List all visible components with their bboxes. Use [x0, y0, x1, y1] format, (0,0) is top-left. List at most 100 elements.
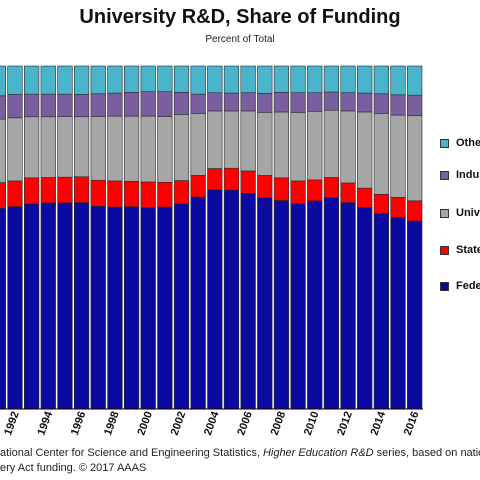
- bar-state-1997: [90, 179, 106, 207]
- source-part1: ational Center for Science and Engineeri…: [0, 447, 263, 459]
- bar-university-2007: [257, 112, 273, 176]
- bar-university-2002: [173, 114, 190, 181]
- bar-university-2009: [290, 112, 306, 182]
- bar-other-2008: [273, 65, 290, 93]
- legend-label-federal: Feder: [456, 280, 480, 292]
- bar-industry-2001: [157, 91, 173, 117]
- x-tick-label-1996: 1996: [69, 410, 89, 437]
- bar-other-2005: [223, 65, 240, 94]
- bar-other-2015: [390, 65, 406, 96]
- bar-federal-1991: [0, 208, 6, 410]
- bar-federal-1995: [57, 202, 73, 410]
- bar-industry-2012: [340, 92, 356, 112]
- bar-federal-2013: [357, 207, 373, 410]
- source-line-2: ery Act funding. © 2017 AAAS: [0, 462, 147, 474]
- bar-federal-2005: [223, 189, 240, 410]
- source-part2: series, based on national: [376, 447, 480, 459]
- bar-university-2016: [407, 115, 423, 202]
- x-tick-label-2002: 2002: [169, 410, 189, 437]
- bar-industry-2005: [223, 92, 240, 112]
- bar-university-2003: [190, 113, 206, 176]
- bar-industry-2006: [240, 92, 256, 112]
- bar-federal-2012: [340, 202, 356, 410]
- legend-swatch-state: [440, 245, 449, 255]
- bar-state-1998: [107, 180, 123, 208]
- bar-state-2008: [273, 177, 290, 201]
- bar-university-1995: [57, 116, 73, 178]
- bar-other-1996: [73, 65, 90, 95]
- x-tick-label-2000: 2000: [135, 410, 155, 437]
- chart-title: University R&D, Share of Funding: [79, 6, 401, 28]
- bar-industry-2013: [357, 92, 373, 113]
- bar-other-2007: [257, 65, 273, 94]
- bar-industry-2015: [390, 94, 406, 116]
- bar-university-1997: [90, 116, 106, 181]
- bar-state-2016: [407, 200, 423, 222]
- bar-industry-2016: [407, 94, 423, 117]
- bar-federal-2010: [307, 200, 323, 410]
- bar-other-1992: [7, 65, 23, 95]
- bar-university-2014: [373, 113, 389, 195]
- bar-university-1999: [123, 115, 140, 182]
- chart-subtitle: Percent of Total: [205, 34, 275, 45]
- bar-university-2010: [307, 110, 323, 181]
- bar-university-2008: [273, 111, 290, 179]
- bar-state-1995: [57, 176, 73, 204]
- bar-federal-2015: [390, 216, 406, 410]
- bar-federal-2000: [140, 207, 156, 410]
- bar-other-2002: [173, 65, 190, 93]
- bar-other-1997: [90, 65, 106, 95]
- bar-federal-1998: [107, 206, 123, 410]
- bar-other-2011: [323, 65, 340, 93]
- bar-state-2006: [240, 170, 256, 194]
- bar-industry-2002: [173, 92, 190, 115]
- bar-state-2015: [390, 197, 406, 218]
- legend-swatch-federal: [440, 281, 449, 291]
- bar-university-1994: [40, 116, 56, 178]
- x-tick-label-2010: 2010: [302, 410, 322, 437]
- bar-industry-1997: [90, 93, 106, 117]
- bar-state-1992: [7, 180, 23, 207]
- bar-other-1994: [40, 65, 56, 95]
- bar-state-1996: [73, 176, 90, 203]
- bar-other-1995: [57, 65, 73, 95]
- x-tick-label-1998: 1998: [102, 410, 122, 437]
- bar-federal-2011: [323, 197, 340, 410]
- legend-swatch-university: [440, 208, 449, 218]
- bar-federal-1993: [24, 203, 40, 410]
- bar-state-1991: [0, 182, 6, 209]
- bar-university-2004: [207, 110, 223, 169]
- bar-federal-1996: [73, 202, 90, 410]
- x-tick-label-2008: 2008: [269, 410, 289, 437]
- legend-label-industry: Indus: [456, 169, 480, 181]
- bar-federal-2007: [257, 197, 273, 410]
- legend-label-university: Unive: [456, 207, 480, 219]
- bar-state-1994: [40, 177, 56, 204]
- bar-other-2009: [290, 65, 306, 94]
- bar-other-2003: [190, 65, 206, 95]
- bar-university-2011: [323, 109, 340, 178]
- bar-industry-1999: [123, 92, 140, 117]
- legend-item-industry: Indus: [440, 167, 480, 183]
- bar-university-2006: [240, 110, 256, 172]
- bar-industry-1991: [0, 95, 6, 120]
- bar-state-2002: [173, 180, 190, 205]
- bar-other-1998: [107, 65, 123, 94]
- bar-other-2000: [140, 65, 156, 93]
- bar-federal-2016: [407, 220, 423, 410]
- x-tick-label-1994: 1994: [35, 409, 55, 437]
- bar-federal-2003: [190, 196, 206, 410]
- bar-state-2007: [257, 175, 273, 199]
- bar-state-2001: [157, 181, 173, 208]
- bar-state-2009: [290, 180, 306, 204]
- bar-federal-1992: [7, 206, 23, 410]
- legend-item-state: State: [440, 242, 480, 258]
- bar-federal-2002: [173, 203, 190, 410]
- x-tick-label-2006: 2006: [235, 410, 255, 437]
- legend-label-state: State: [456, 244, 480, 256]
- bar-industry-1996: [73, 94, 90, 118]
- legend-label-other: Othe: [456, 137, 480, 149]
- x-tick-label-2014: 2014: [369, 409, 389, 437]
- bar-industry-2004: [207, 92, 223, 112]
